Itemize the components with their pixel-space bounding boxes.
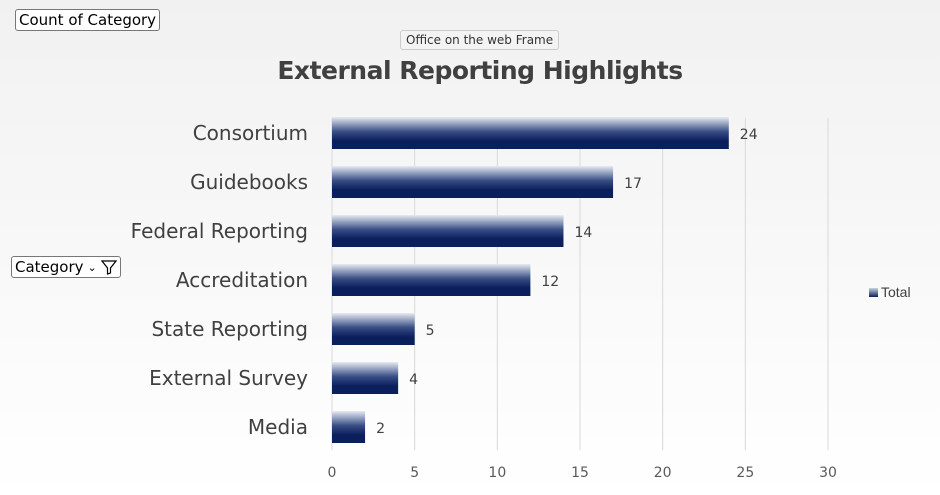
bar bbox=[332, 117, 729, 149]
category-field-label: Category bbox=[15, 258, 84, 276]
category-label: Federal Reporting bbox=[131, 219, 308, 243]
bar bbox=[332, 166, 614, 198]
data-label: 14 bbox=[574, 225, 592, 241]
category-label: Accreditation bbox=[176, 268, 308, 292]
category-label: External Survey bbox=[149, 366, 308, 390]
data-label: 17 bbox=[624, 176, 642, 192]
bar bbox=[332, 264, 531, 296]
x-tick-label: 20 bbox=[654, 465, 672, 481]
bar bbox=[332, 313, 415, 345]
x-tick-label: 5 bbox=[410, 465, 419, 481]
category-label: Media bbox=[248, 415, 308, 439]
filter-icon bbox=[100, 260, 117, 275]
x-tick-label: 30 bbox=[819, 465, 837, 481]
x-tick-label: 25 bbox=[736, 465, 754, 481]
bar bbox=[332, 411, 366, 443]
value-field-button[interactable]: Count of Category bbox=[15, 9, 161, 31]
category-label: State Reporting bbox=[151, 317, 308, 341]
bar bbox=[332, 215, 564, 247]
legend-label: Total bbox=[881, 284, 911, 300]
category-label: Guidebooks bbox=[190, 170, 308, 194]
data-label: 4 bbox=[409, 372, 418, 388]
category-filter-button[interactable]: Category ⌄ bbox=[11, 256, 121, 278]
x-tick-label: 15 bbox=[571, 465, 589, 481]
data-label: 2 bbox=[376, 421, 385, 437]
chevron-down-icon: ⌄ bbox=[87, 260, 97, 274]
category-label: Consortium bbox=[193, 121, 308, 145]
x-tick-label: 0 bbox=[328, 465, 337, 481]
x-tick-label: 10 bbox=[488, 465, 506, 481]
legend: Total bbox=[869, 284, 911, 300]
data-label: 5 bbox=[426, 323, 435, 339]
tooltip: Office on the web Frame bbox=[400, 30, 560, 50]
data-label: 12 bbox=[541, 274, 559, 290]
legend-swatch bbox=[869, 287, 878, 297]
bar bbox=[332, 362, 399, 394]
data-label: 24 bbox=[740, 127, 758, 143]
chart-title: External Reporting Highlights bbox=[277, 56, 683, 85]
